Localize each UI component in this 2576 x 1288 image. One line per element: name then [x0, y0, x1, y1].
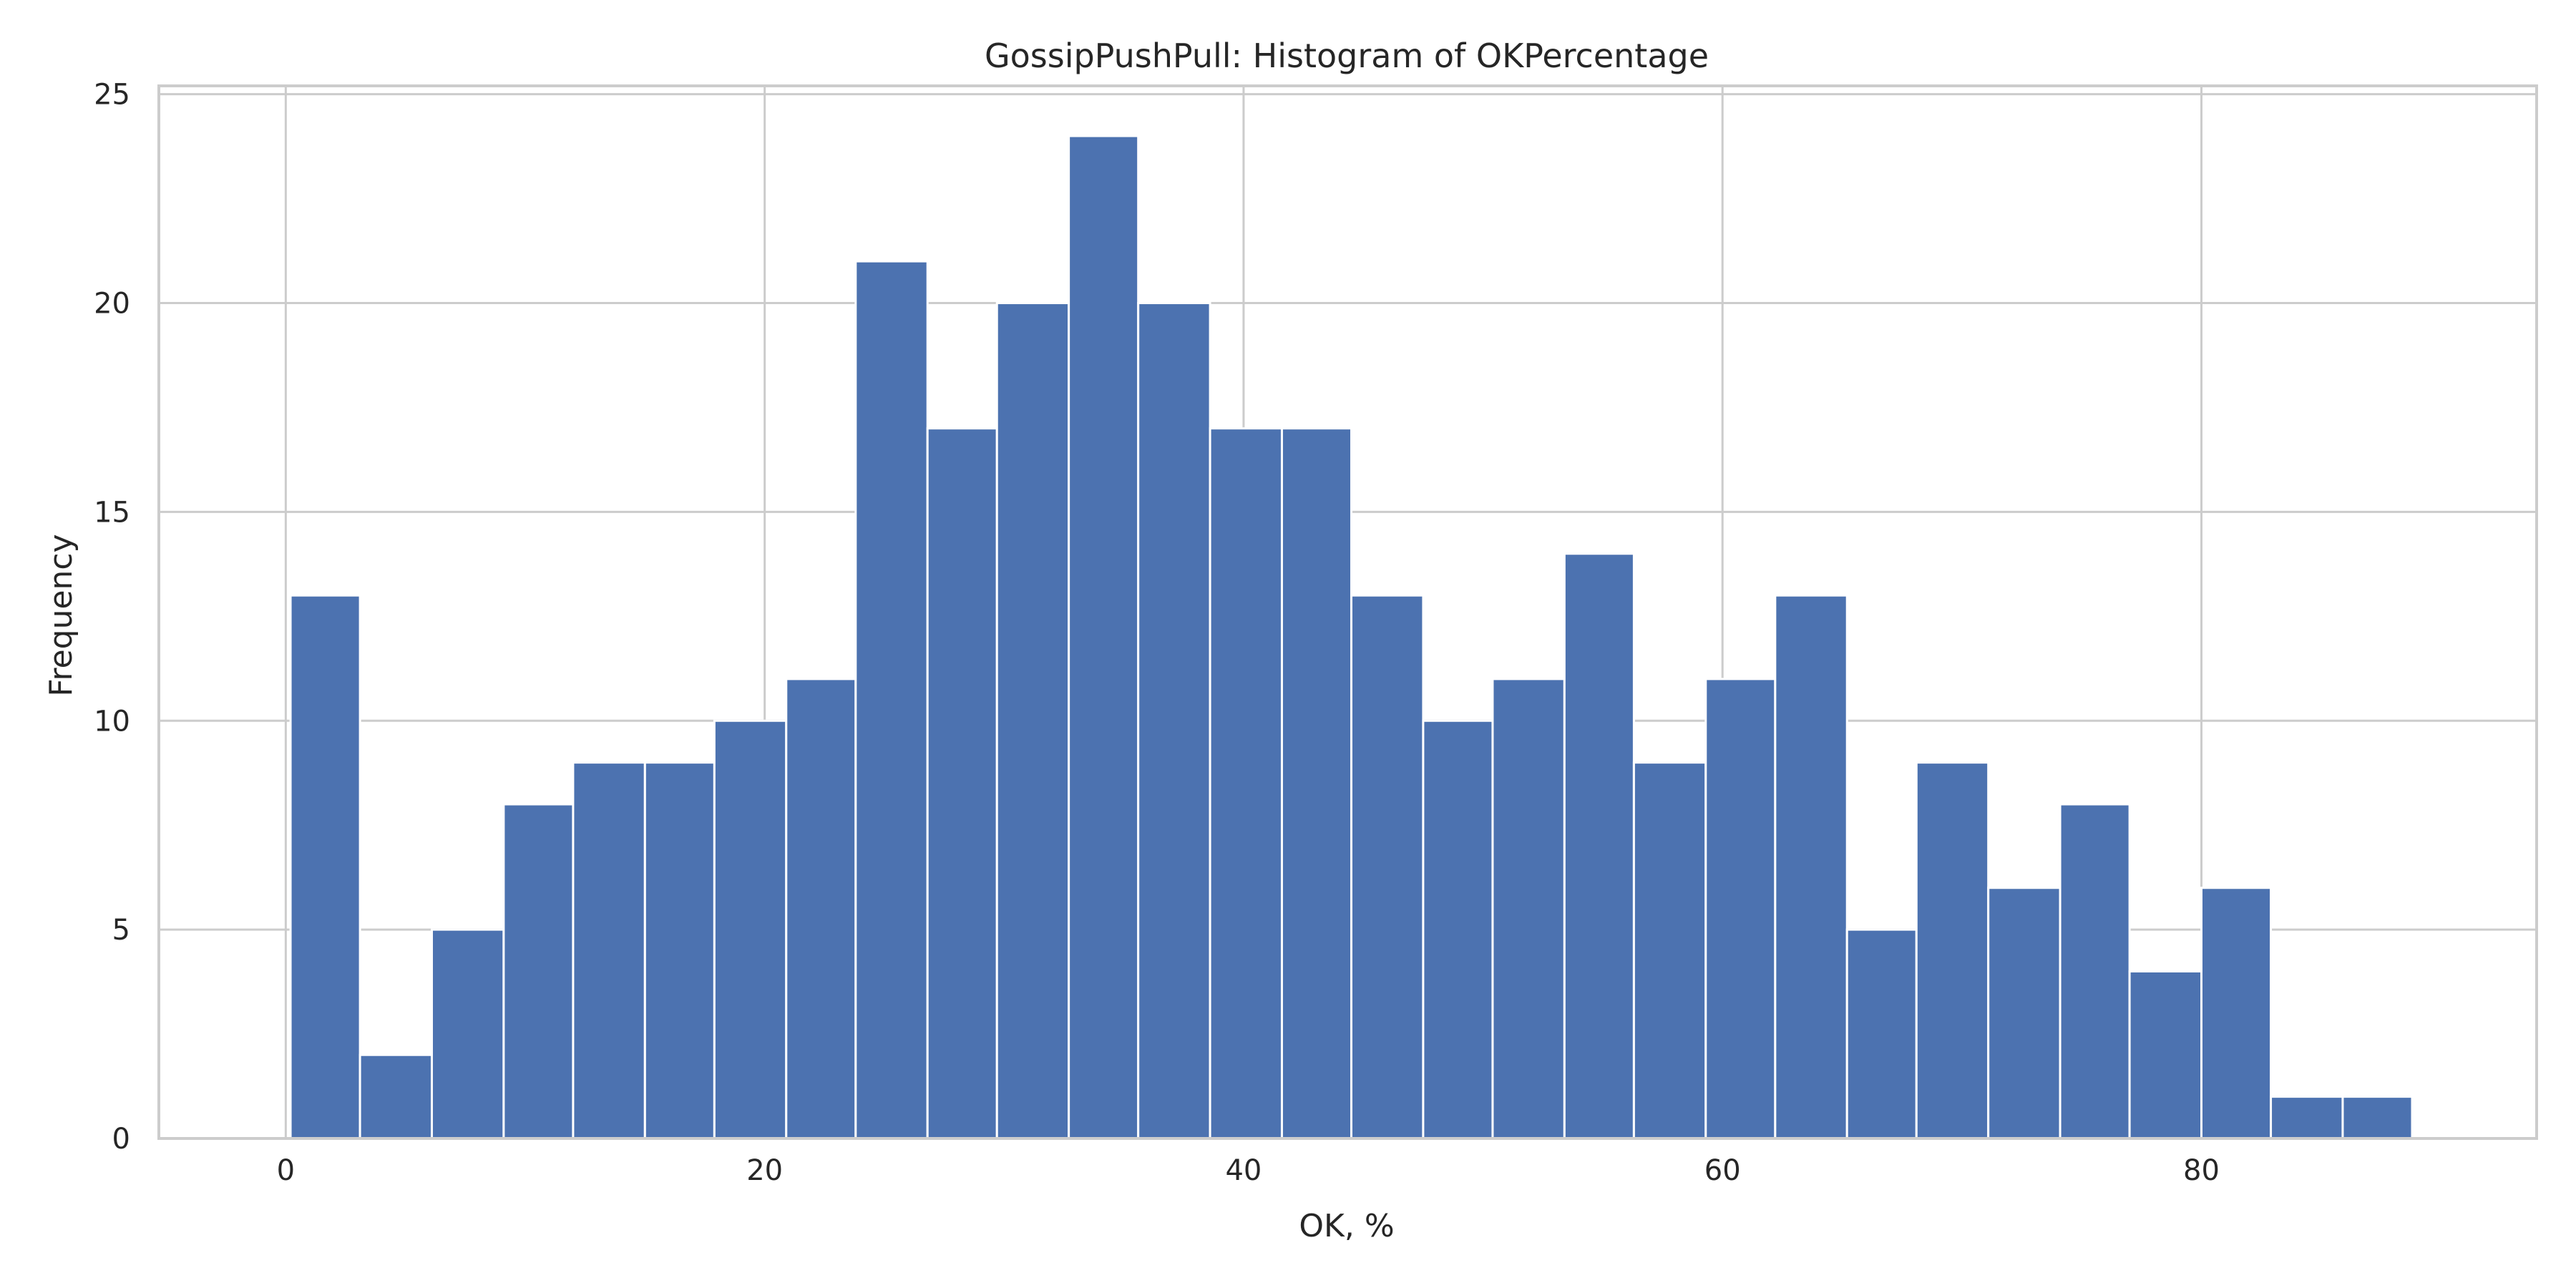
histogram-bar	[2128, 970, 2203, 1140]
histogram-bar	[430, 928, 505, 1140]
histogram-bar	[854, 260, 929, 1140]
y-tick-label: 0	[112, 1123, 130, 1156]
histogram-bar	[995, 302, 1070, 1140]
histogram-bar	[926, 427, 998, 1140]
y-tick-label: 10	[94, 705, 130, 738]
histogram-bar	[1280, 427, 1353, 1140]
histogram-bar	[1563, 552, 1635, 1140]
y-axis-label: Frequency	[43, 534, 79, 696]
histogram-bar	[785, 678, 857, 1140]
histogram-bar	[1068, 135, 1140, 1140]
histogram-bar	[1350, 594, 1425, 1140]
histogram-bar	[1422, 719, 1494, 1140]
y-tick-label: 5	[112, 914, 130, 947]
histogram-bar	[502, 803, 575, 1140]
y-tick-label: 15	[94, 496, 130, 529]
plot-frame	[157, 84, 2538, 1140]
histogram-bar	[358, 1053, 433, 1140]
histogram-bar	[2059, 803, 2131, 1140]
histogram-bar	[1915, 761, 1990, 1140]
histogram-bar	[643, 761, 716, 1140]
histogram-bars	[289, 135, 2414, 1140]
histogram-bar	[1491, 678, 1566, 1140]
histogram-bar	[289, 594, 361, 1140]
histogram-bar	[1137, 302, 1211, 1140]
x-axis-label: OK, %	[1299, 1208, 1394, 1244]
histogram-bar	[2270, 1096, 2344, 1140]
histogram-bar	[2200, 887, 2273, 1140]
x-tick-label: 0	[277, 1154, 295, 1187]
x-tick-label: 80	[2183, 1154, 2220, 1187]
histogram-bar	[1774, 594, 1848, 1140]
histogram-bar	[1632, 761, 1707, 1140]
x-tick-label: 20	[746, 1154, 783, 1187]
y-tick-label: 25	[94, 79, 130, 112]
histogram-bar	[1845, 928, 1918, 1140]
x-tick-label: 60	[1704, 1154, 1741, 1187]
histogram-bar	[1704, 678, 1777, 1140]
y-tick-label: 20	[94, 288, 130, 321]
y-axis-ticks: 0 5 10 15 20 25	[94, 79, 130, 1156]
chart-title: GossipPushPull: Histogram of OKPercentag…	[985, 36, 1709, 75]
x-tick-label: 40	[1225, 1154, 1262, 1187]
x-axis-ticks: 0 20 40 60 80	[277, 1154, 2220, 1187]
histogram-bar	[2341, 1096, 2414, 1140]
histogram-bar	[572, 761, 646, 1140]
histogram-bar	[1987, 887, 2062, 1140]
histogram-bar	[1209, 427, 1283, 1140]
histogram-bar	[713, 719, 788, 1140]
